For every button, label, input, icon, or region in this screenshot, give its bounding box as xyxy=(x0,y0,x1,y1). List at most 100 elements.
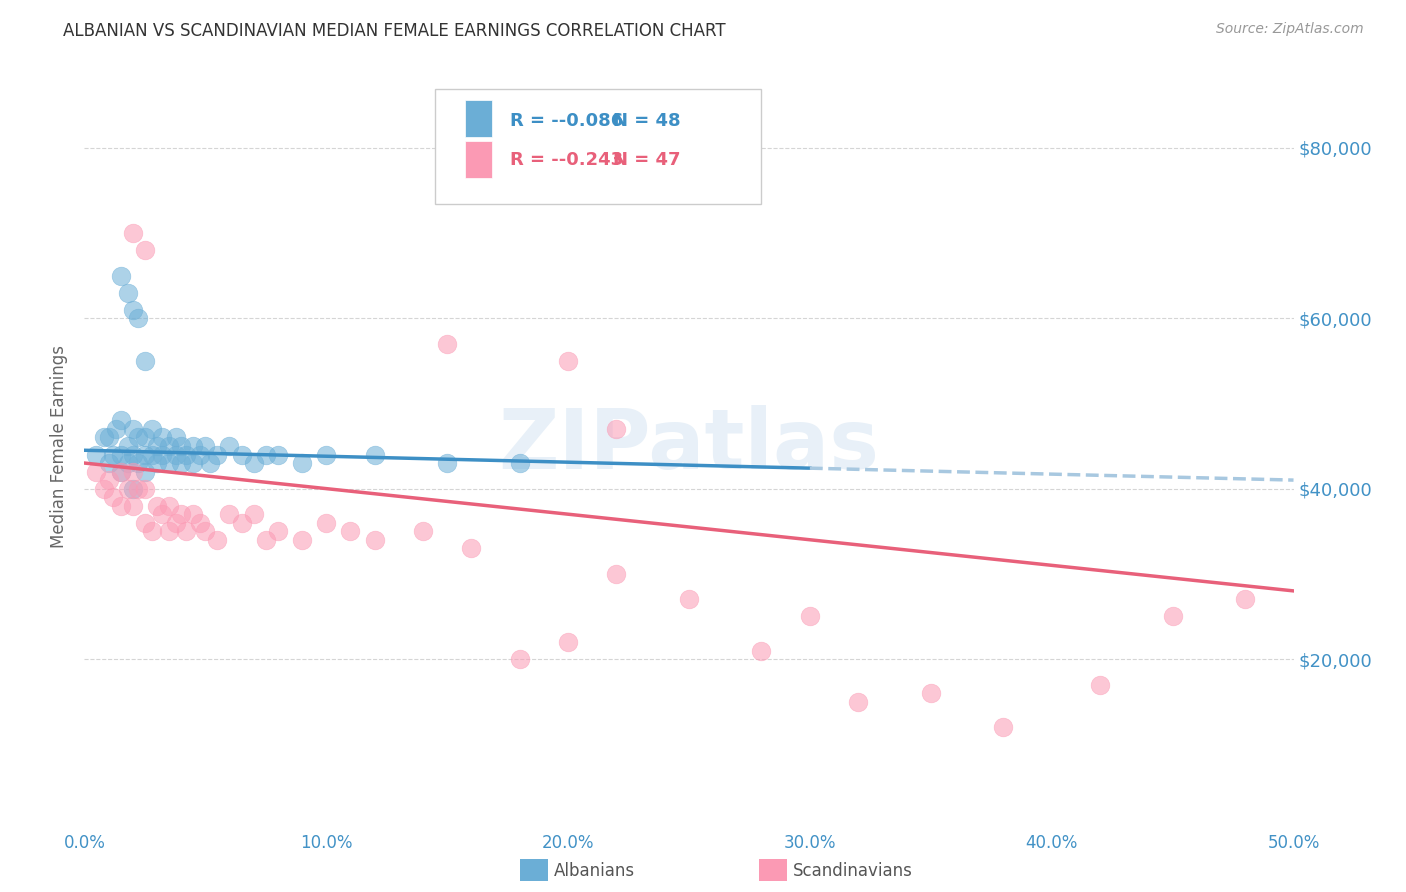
Point xyxy=(267,448,290,462)
Point xyxy=(134,353,156,368)
Point xyxy=(1234,592,1257,607)
Point xyxy=(165,448,187,462)
Point xyxy=(121,482,143,496)
Point xyxy=(242,456,264,470)
Point xyxy=(170,456,193,470)
Text: ZIPatlas: ZIPatlas xyxy=(499,406,879,486)
Point xyxy=(1088,678,1111,692)
Point xyxy=(1161,609,1184,624)
Point xyxy=(254,448,277,462)
Point xyxy=(436,456,458,470)
Point xyxy=(190,516,212,530)
Point xyxy=(181,456,204,470)
Point xyxy=(460,541,482,556)
Point xyxy=(127,482,149,496)
Point xyxy=(165,430,187,444)
Bar xyxy=(465,141,492,178)
Point xyxy=(134,243,156,257)
Text: R = --0.243: R = --0.243 xyxy=(510,151,623,169)
Point xyxy=(121,422,143,436)
Point xyxy=(170,507,193,521)
Point xyxy=(150,430,173,444)
Point xyxy=(181,507,204,521)
Point xyxy=(150,448,173,462)
Point xyxy=(150,507,173,521)
Point xyxy=(146,456,169,470)
Point xyxy=(121,499,143,513)
Text: N = 47: N = 47 xyxy=(613,151,681,169)
Point xyxy=(207,533,229,547)
Point xyxy=(110,465,132,479)
Point xyxy=(103,490,125,504)
Point xyxy=(110,448,132,462)
Point xyxy=(181,439,204,453)
Point xyxy=(117,456,139,470)
Point xyxy=(97,473,120,487)
Point xyxy=(267,524,290,539)
Point xyxy=(110,413,132,427)
Point xyxy=(134,430,156,444)
Point xyxy=(127,311,149,326)
FancyBboxPatch shape xyxy=(434,89,762,204)
Point xyxy=(141,448,163,462)
Point xyxy=(194,524,217,539)
Bar xyxy=(465,100,492,136)
Point xyxy=(121,465,143,479)
Point xyxy=(134,448,156,462)
Point xyxy=(93,430,115,444)
Point xyxy=(557,635,579,649)
Point xyxy=(121,226,143,240)
Point xyxy=(291,456,314,470)
Point xyxy=(103,448,125,462)
Point xyxy=(207,448,229,462)
Point xyxy=(121,448,143,462)
Point xyxy=(157,499,180,513)
Point xyxy=(110,499,132,513)
Point xyxy=(141,422,163,436)
Point xyxy=(134,516,156,530)
Point xyxy=(165,516,187,530)
Point xyxy=(117,285,139,300)
Point xyxy=(174,448,197,462)
Text: ALBANIAN VS SCANDINAVIAN MEDIAN FEMALE EARNINGS CORRELATION CHART: ALBANIAN VS SCANDINAVIAN MEDIAN FEMALE E… xyxy=(63,22,725,40)
Point xyxy=(86,448,108,462)
Point xyxy=(174,524,197,539)
Point xyxy=(117,482,139,496)
Point xyxy=(920,686,942,700)
Point xyxy=(315,448,337,462)
Point xyxy=(412,524,434,539)
Point xyxy=(363,448,385,462)
Point xyxy=(146,439,169,453)
Point xyxy=(242,507,264,521)
Point xyxy=(231,448,253,462)
Y-axis label: Median Female Earnings: Median Female Earnings xyxy=(51,344,69,548)
Point xyxy=(218,507,240,521)
Point xyxy=(363,533,385,547)
Point xyxy=(436,336,458,351)
Point xyxy=(291,533,314,547)
Point xyxy=(605,566,627,581)
Point xyxy=(194,439,217,453)
Point xyxy=(104,422,127,436)
Point xyxy=(231,516,253,530)
Point xyxy=(190,448,212,462)
Point xyxy=(605,422,627,436)
Text: Scandinavians: Scandinavians xyxy=(793,862,912,880)
Point xyxy=(121,302,143,317)
Point xyxy=(157,456,180,470)
Point xyxy=(678,592,700,607)
Point xyxy=(315,516,337,530)
Point xyxy=(198,456,221,470)
Text: R = --0.086: R = --0.086 xyxy=(510,112,623,130)
Point xyxy=(93,482,115,496)
Point xyxy=(509,456,531,470)
Point xyxy=(751,643,773,657)
Point xyxy=(799,609,821,624)
Point xyxy=(110,465,132,479)
Point xyxy=(170,439,193,453)
Text: Source: ZipAtlas.com: Source: ZipAtlas.com xyxy=(1216,22,1364,37)
Point xyxy=(110,268,132,283)
Point xyxy=(127,456,149,470)
Text: N = 48: N = 48 xyxy=(613,112,681,130)
Point xyxy=(117,439,139,453)
